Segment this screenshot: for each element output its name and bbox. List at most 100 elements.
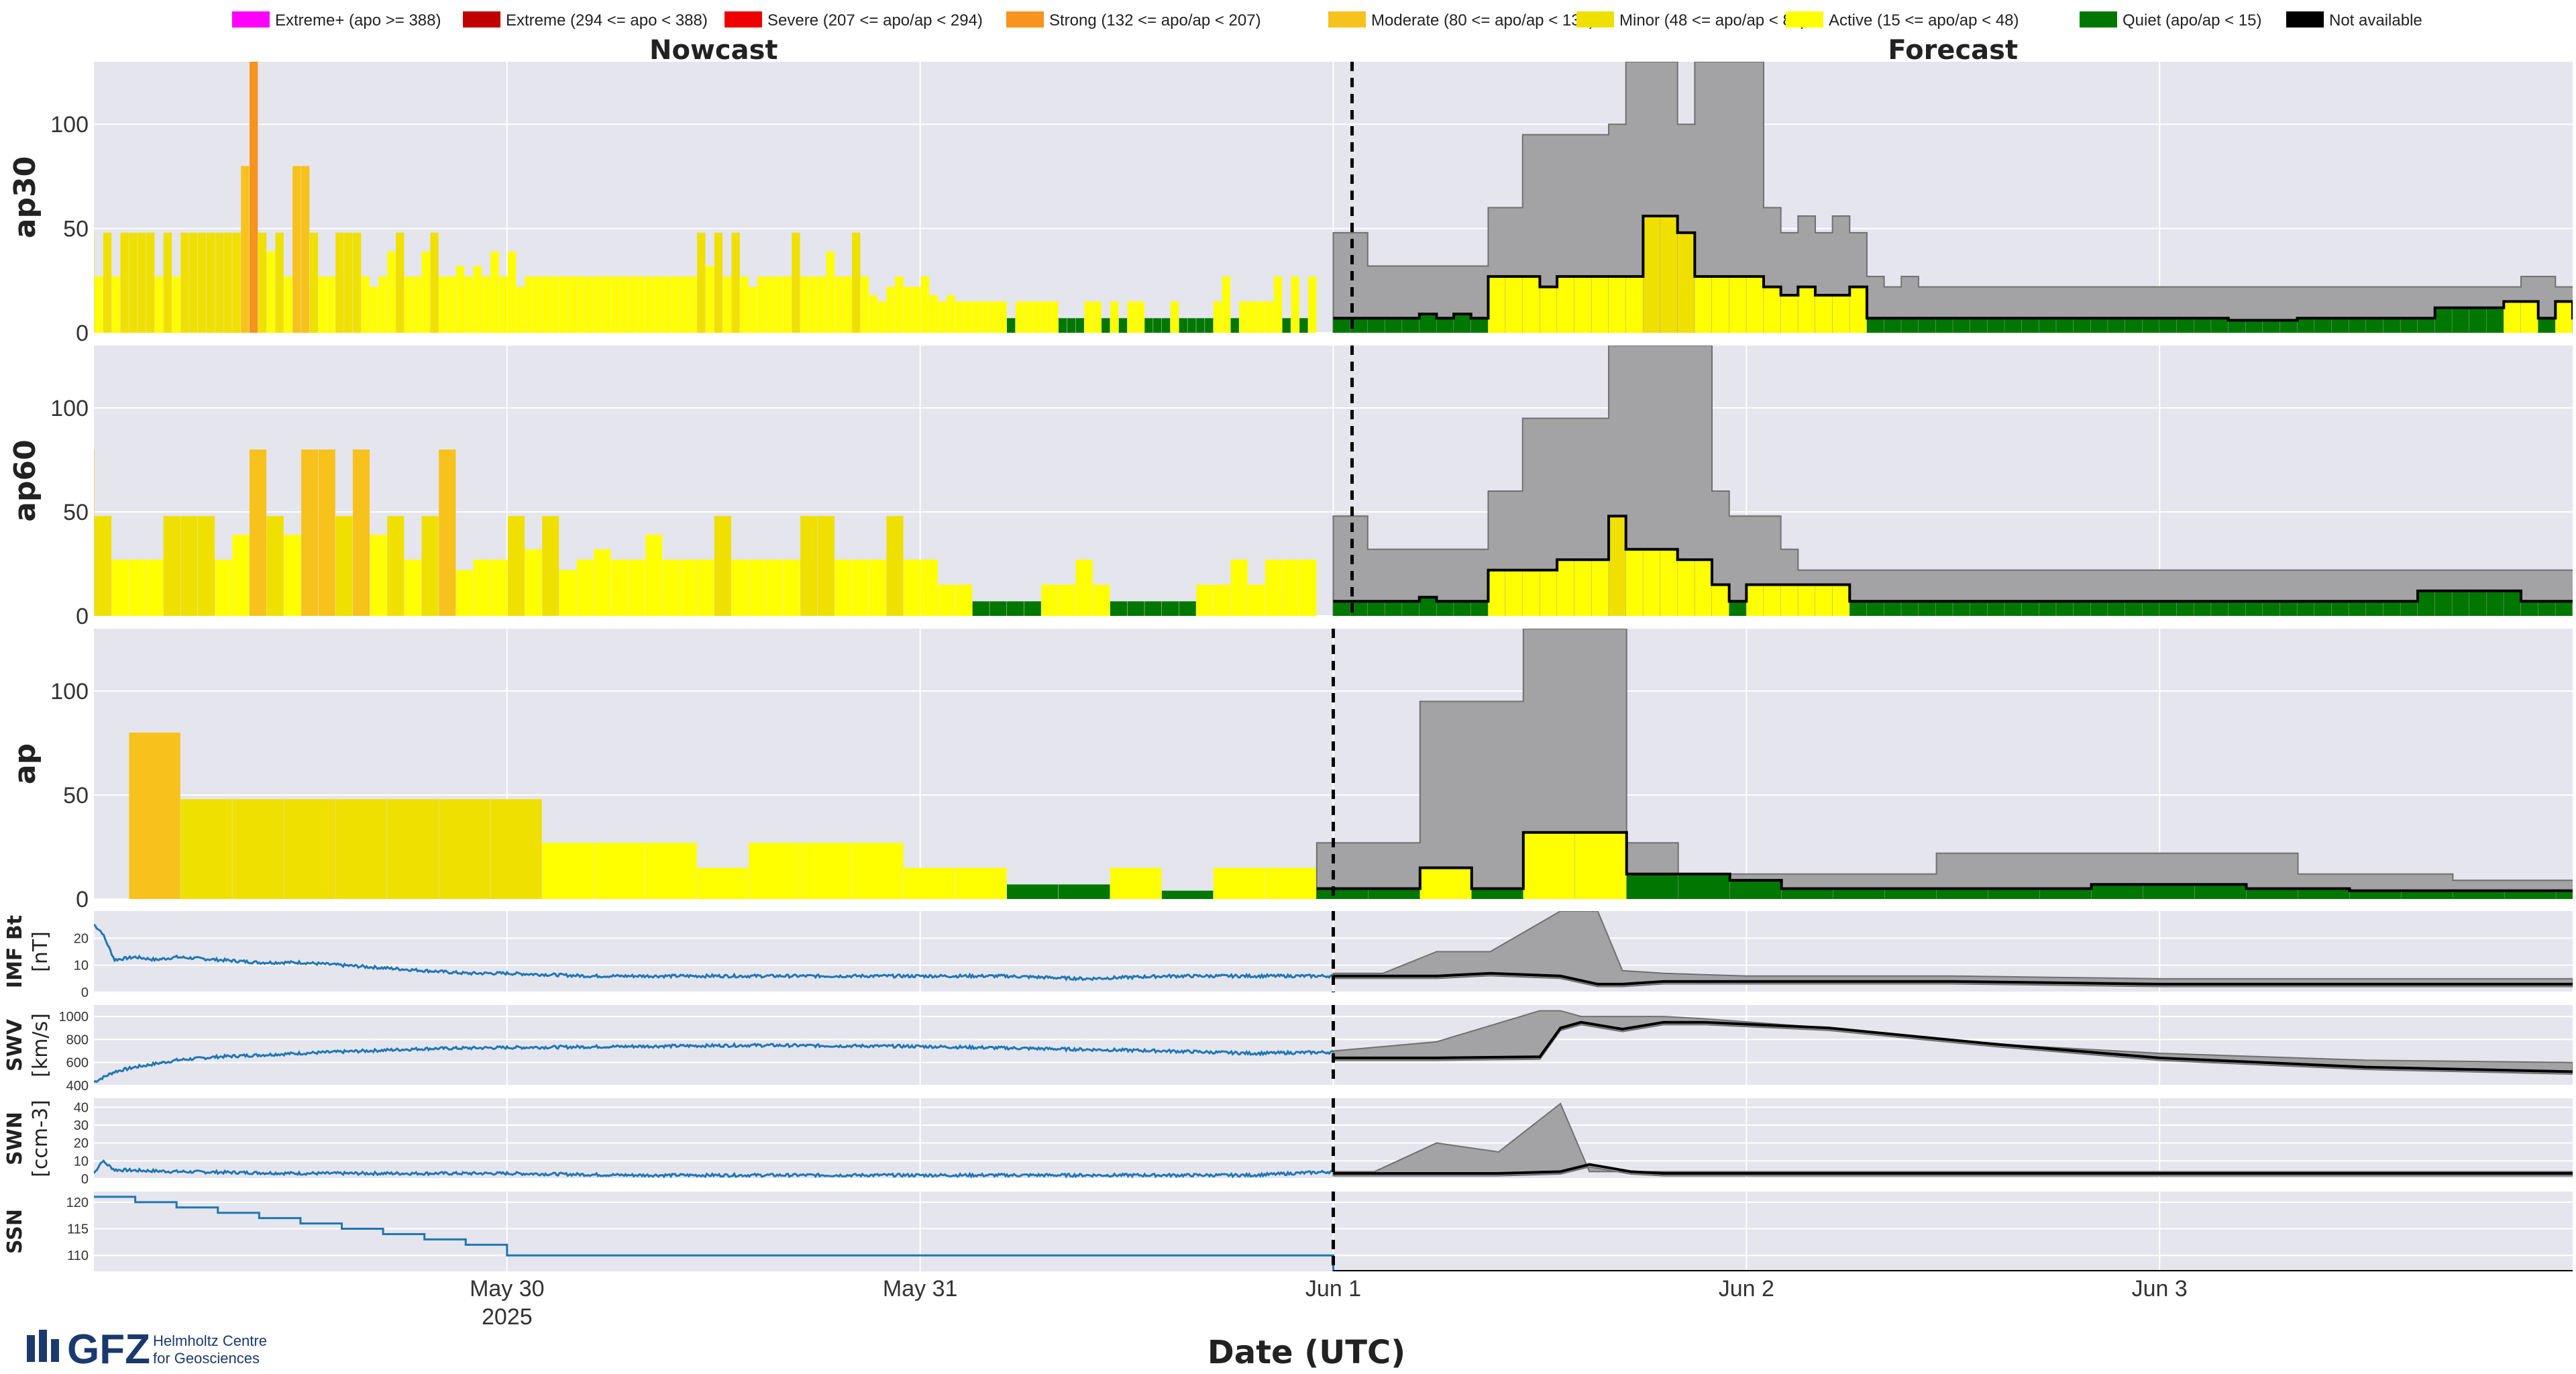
legend-item[interactable]: Extreme+ (apo >= 388) (232, 11, 441, 30)
nowcast-bar (1084, 301, 1093, 333)
nowcast-bar (1213, 584, 1231, 616)
forecast-median-bar (1935, 318, 1953, 333)
nowcast-bar (1196, 318, 1205, 333)
legend-label: Not available (2329, 11, 2422, 30)
forecast-median-bar (2538, 601, 2555, 616)
forecast-median-bar (2021, 318, 2039, 333)
forecast-median-bar (1333, 318, 1350, 333)
forecast-median-bar (1798, 286, 1815, 333)
date-tick: Jun 1 (1305, 1276, 1361, 1302)
nowcast-bar (852, 843, 904, 899)
legend-item[interactable]: Not available (2286, 11, 2422, 30)
nowcast-bar (103, 232, 112, 333)
nowcast-bar (60, 346, 77, 616)
forecast-median-bar (2039, 318, 2056, 333)
nowcast-bar (1308, 276, 1317, 333)
forecast-median-bar (1505, 570, 1523, 616)
forecast-median-bar (2400, 601, 2418, 616)
nowcast-bar (542, 843, 594, 899)
nowcast-bar (232, 535, 250, 616)
legend-item[interactable]: Moderate (80 <= apo/ap < 132) (1328, 11, 1595, 30)
forecast-median-bar (1901, 318, 1919, 333)
y-tick-label: 0 (76, 321, 89, 346)
nowcast-bar (439, 276, 447, 333)
nowcast-bar (886, 516, 904, 616)
legend-item[interactable]: Extreme (294 <= apo < 388) (463, 11, 708, 30)
legend-item[interactable]: Severe (207 <= apo/ap < 294) (724, 11, 983, 30)
forecast-median-bar (2021, 601, 2039, 616)
forecast-median-bar (1470, 601, 1488, 616)
nowcast-bar (525, 549, 542, 616)
nowcast-bar (645, 535, 663, 616)
forecast-median-bar (2400, 318, 2418, 333)
nowcast-bar (241, 166, 250, 333)
nowcast-bar (301, 166, 310, 333)
nowcast-bar (860, 276, 869, 333)
forecast-median-bar (1436, 601, 1454, 616)
forecast-median-bar (2452, 590, 2469, 616)
nowcast-bar (533, 276, 542, 333)
forecast-median-bar (1557, 276, 1574, 333)
nowcast-bar (1265, 301, 1274, 333)
nowcast-bar (525, 276, 533, 333)
gfz-line1: Helmholtz Centre (153, 1332, 267, 1349)
nowcast-bar (920, 560, 938, 616)
nowcast-bar (1265, 560, 1283, 616)
nowcast-bar (94, 232, 95, 333)
forecast-median-bar (2142, 601, 2159, 616)
nowcast-bar (1041, 301, 1050, 333)
nowcast-bar (507, 251, 517, 333)
forecast-median-bar (2366, 318, 2383, 333)
nowcast-bar (559, 276, 568, 333)
panel-ap60: 0 50 100 ap60 (8, 346, 2573, 629)
nowcast-bar (662, 276, 672, 333)
date-tick-label: May 31 (883, 1276, 958, 1302)
y-tick-label: 10 (74, 959, 89, 973)
nowcast-bar (215, 560, 232, 616)
forecast-median-bar (1557, 560, 1574, 616)
legend-item[interactable]: Quiet (apo/ap < 15) (2080, 11, 2261, 30)
forecast-median-bar (1763, 584, 1781, 616)
date-tick-label: May 30 (470, 1276, 545, 1302)
nowcast-bar (955, 301, 964, 333)
y-tick-label: 115 (67, 1222, 89, 1237)
nowcast-bar (1110, 867, 1162, 899)
forecast-median-bar (1746, 276, 1764, 333)
nowcast-bar (749, 286, 757, 333)
forecast-median-bar (2504, 890, 2556, 899)
forecast-median-bar (2263, 320, 2280, 333)
forecast-median-bar (1763, 286, 1781, 333)
nowcast-bar (1273, 276, 1283, 333)
forecast-median-bar (1988, 888, 2040, 899)
forecast-median-bar (2331, 601, 2349, 616)
legend-label: Extreme (294 <= apo < 388) (506, 11, 708, 30)
forecast-median-bar (2383, 601, 2400, 616)
forecast-median-bar (2004, 601, 2022, 616)
y-tick-label: 40 (74, 1100, 89, 1115)
forecast-median-bar (2279, 320, 2297, 333)
forecast-median-bar (1832, 584, 1849, 616)
nowcast-bar (335, 232, 344, 333)
nowcast-bar (1299, 318, 1308, 333)
nowcast-bar (594, 549, 611, 616)
date-tick-label: Jun 1 (1305, 1276, 1361, 1302)
nowcast-bar (585, 276, 594, 333)
nowcast-bar (929, 295, 938, 333)
nowcast-bar (1058, 318, 1067, 333)
nowcast-bar (1239, 301, 1248, 333)
legend-item[interactable]: Minor (48 <= apo/ap < 80) (1576, 11, 1806, 30)
forecast-median-bar (2469, 307, 2487, 333)
forecast-median-bar (2383, 318, 2400, 333)
nowcast-bar (1265, 867, 1317, 899)
nowcast-bar (309, 232, 319, 333)
nowcast-bar (955, 867, 1007, 899)
nowcast-bar (387, 799, 439, 899)
nowcast-bar (249, 62, 258, 333)
forecast-median-bar (1936, 888, 1988, 899)
legend-item[interactable]: Active (15 <= apo/ap < 48) (1786, 11, 2019, 30)
forecast-median-bar (1884, 601, 1901, 616)
legend-item[interactable]: Strong (132 <= apo/ap < 207) (1006, 11, 1261, 30)
nowcast-bar (197, 232, 207, 333)
nowcast-bar (396, 232, 405, 333)
nowcast-bar (1213, 301, 1222, 333)
